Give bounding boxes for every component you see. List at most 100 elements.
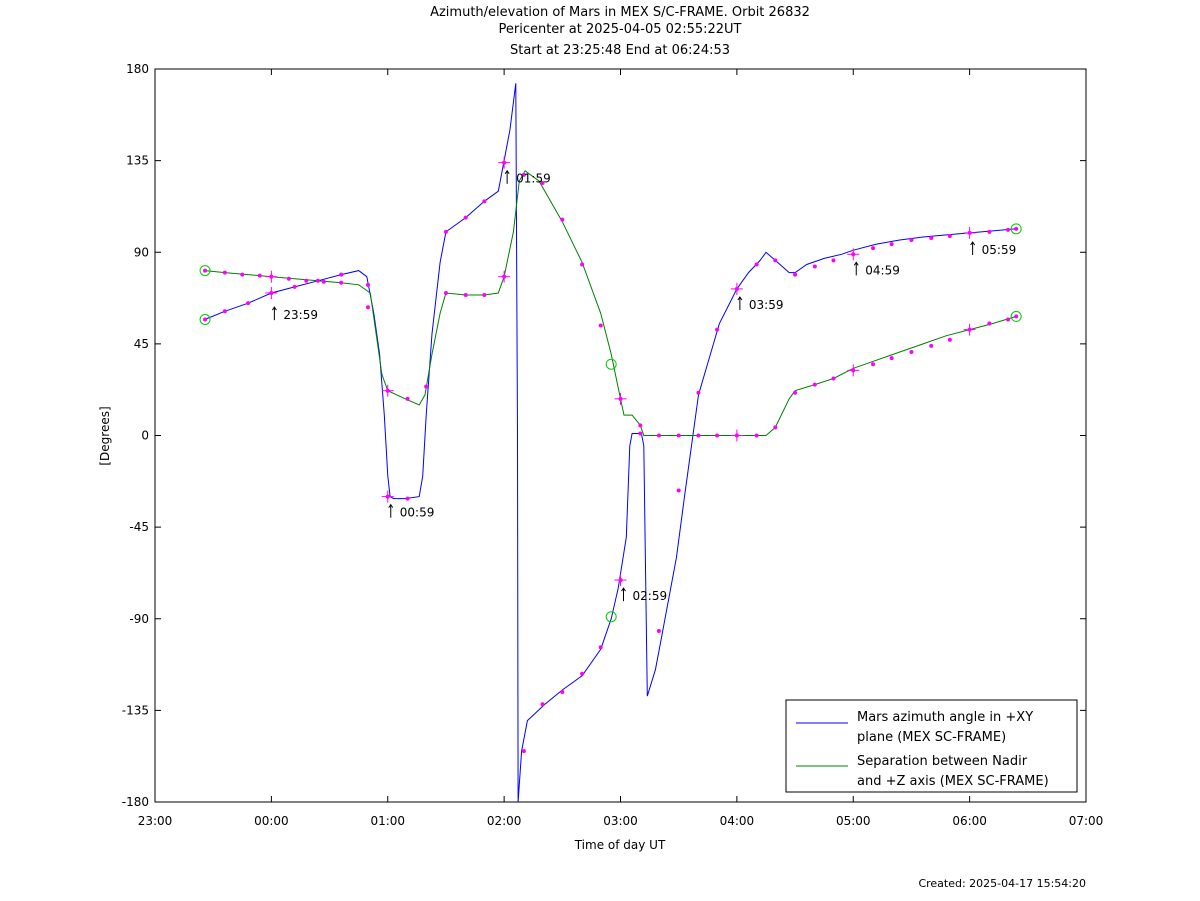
data-point-azimuth [315,278,320,283]
annotation-label: 01:59 [516,172,551,186]
hour-cross-azimuth [730,282,743,295]
hour-cross-separation [381,384,394,397]
annotation-arrow-head [737,296,743,301]
data-point-azimuth [443,229,448,234]
x-axis-label: Time of day UT [574,838,666,852]
data-point-azimuth [339,272,344,277]
data-point-azimuth [871,246,876,251]
hour-cross-azimuth [963,226,976,239]
data-point-separation [463,293,468,298]
data-point-separation [889,356,894,361]
data-point-separation [909,350,914,355]
data-point-azimuth [831,258,836,263]
endpoint-circle-separation [1010,310,1022,322]
series-line-separation [204,170,1017,436]
data-point-separation [656,433,661,438]
data-point-separation [754,433,759,438]
data-point-separation [598,323,603,328]
data-point-separation [339,280,344,285]
data-point-azimuth [987,229,992,234]
data-point-separation [812,382,817,387]
x-tick-label: 01:00 [370,814,405,828]
annotation-label: 23:59 [283,308,318,322]
data-point-separation [560,217,565,222]
annotation-arrow-head [970,241,976,246]
data-point-azimuth [482,199,487,204]
hour-cross-separation [614,392,627,405]
data-point-separation [987,321,992,326]
data-point-separation [831,376,836,381]
data-point-separation [638,423,643,428]
data-point-azimuth [246,301,251,306]
time-annotation: 00:59 [388,503,435,520]
annotation-label: 00:59 [400,506,435,520]
y-tick-label: 0 [141,429,149,443]
data-point-separation [405,396,410,401]
data-point-azimuth [580,671,585,676]
annotation-arrow-head [271,306,277,311]
data-point-azimuth [676,488,681,493]
data-point-separation [773,425,778,430]
data-point-azimuth [1006,227,1011,232]
data-point-separation [240,272,245,277]
data-point-azimuth [754,262,759,267]
endpoint-circle-azimuth [1010,223,1022,235]
data-point-azimuth [656,628,661,633]
hour-cross-azimuth [498,156,511,169]
series-line-azimuth [204,83,1017,803]
endpoint-circle-azimuth [199,313,211,325]
annotation-arrow-head [621,587,626,592]
annotation-label: 04:59 [865,263,900,277]
hour-cross-separation [498,270,511,283]
data-point-azimuth [929,235,934,240]
data-point-azimuth [292,284,297,289]
y-tick-label: -90 [129,612,149,626]
data-point-azimuth [598,645,603,650]
data-point-separation [482,293,487,298]
data-point-azimuth [947,233,952,238]
hour-cross-separation [963,323,976,336]
x-tick-label: 06:00 [952,814,987,828]
data-point-separation [1006,317,1011,322]
data-point-separation [321,279,326,284]
time-annotation: 02:59 [621,587,667,603]
plot-frame [154,68,1087,803]
data-point-azimuth [909,238,914,243]
time-annotation: 03:59 [737,296,783,312]
data-point-azimuth [793,272,798,277]
x-tick-label: 03:00 [603,814,638,828]
annotation-label: 05:59 [982,243,1017,257]
data-point-azimuth [463,215,468,220]
data-point-separation [443,290,448,295]
legend-box [785,699,1078,793]
data-point-separation [257,273,262,278]
x-tick-label: 05:00 [836,814,871,828]
data-point-separation [540,181,545,186]
data-point-separation [222,270,227,275]
data-point-azimuth [812,264,817,269]
y-axis-label: [Degrees] [98,406,112,465]
data-point-azimuth [773,258,778,263]
data-point-separation [304,278,309,283]
data-point-azimuth [638,431,643,436]
hour-cross-azimuth [381,490,394,503]
data-point-separation [365,282,370,287]
data-point-azimuth [365,305,370,310]
annotation-arrow-head [853,261,859,266]
time-annotation: 01:59 [504,169,551,186]
legend-azimuth-line1: Mars azimuth angle in +XY [857,710,1033,725]
data-point-separation [521,172,526,177]
y-tick-label: -135 [122,703,149,717]
data-point-separation [696,433,701,438]
data-point-azimuth [521,749,526,754]
data-point-azimuth [203,317,208,322]
data-point-separation [203,268,208,273]
legend-separation-line1: Separation between Nadir [857,754,1028,769]
time-annotation: 05:59 [970,241,1017,257]
data-point-azimuth [560,690,565,695]
data-point-azimuth [222,309,227,314]
data-point-separation [580,262,585,267]
chart-subtitle-start-end: Start at 23:25:48 End at 06:24:53 [509,43,731,58]
data-point-azimuth [1014,226,1019,231]
data-point-azimuth [715,327,720,332]
